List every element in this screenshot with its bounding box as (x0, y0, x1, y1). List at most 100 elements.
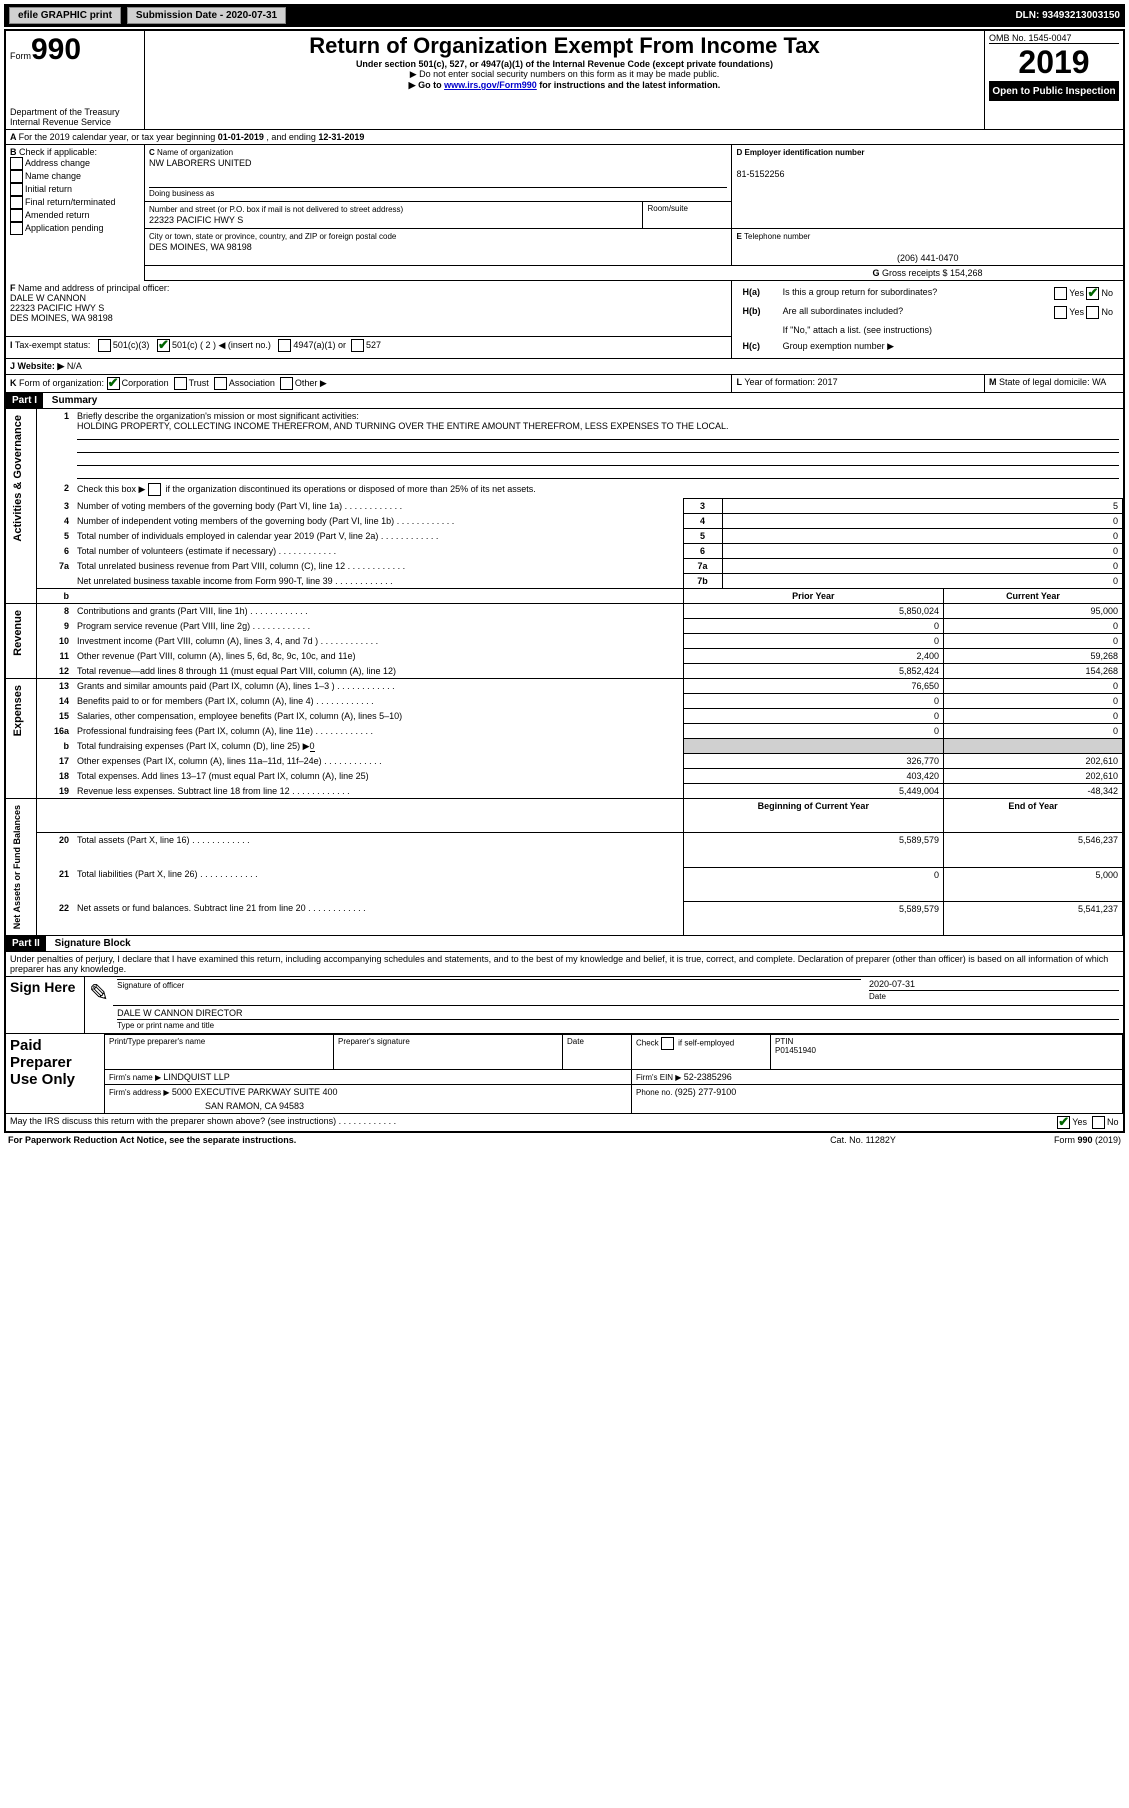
officer-name: DALE W CANNON (10, 293, 86, 303)
name-change-checkbox[interactable] (10, 170, 23, 183)
phone-label: Telephone number (744, 232, 810, 241)
amended-return-checkbox[interactable] (10, 209, 23, 222)
q8-label: Contributions and grants (Part VIII, lin… (77, 606, 308, 616)
prep-date-label: Date (563, 1035, 632, 1070)
q12-label: Total revenue—add lines 8 through 11 (mu… (77, 666, 396, 676)
form-title: Return of Organization Exempt From Incom… (149, 33, 980, 59)
q16b-label: Total fundraising expenses (Part IX, col… (77, 741, 310, 751)
q16a-current: 0 (944, 724, 1123, 739)
other-checkbox[interactable] (280, 377, 293, 390)
officer-street: 22323 PACIFIC HWY S (10, 303, 104, 313)
instructions-link[interactable]: www.irs.gov/Form990 (444, 80, 537, 90)
hb-note: If "No," attach a list. (see instruction… (779, 323, 1117, 337)
ptin-label: PTIN (775, 1037, 793, 1046)
q12-prior: 5,852,424 (683, 664, 943, 679)
city-value: DES MOINES, WA 98198 (149, 242, 252, 252)
q6-value: 0 (722, 544, 1122, 559)
assoc-checkbox[interactable] (214, 377, 227, 390)
q6-label: Total number of volunteers (estimate if … (77, 546, 336, 556)
501c3-checkbox[interactable] (98, 339, 111, 352)
discuss-label: May the IRS discuss this return with the… (10, 1116, 396, 1126)
application-pending-checkbox[interactable] (10, 222, 23, 235)
q20-prior: 5,589,579 (683, 833, 943, 867)
q13-current: 0 (944, 679, 1123, 694)
state-domicile-label: State of legal domicile: (999, 377, 1092, 387)
discuss-no-checkbox[interactable] (1092, 1116, 1105, 1129)
room-label: Room/suite (643, 202, 732, 229)
q2-label: Check this box ▶ (77, 484, 145, 494)
q13-prior: 76,650 (683, 679, 943, 694)
trust-checkbox[interactable] (174, 377, 187, 390)
q8-current: 95,000 (944, 604, 1123, 619)
q7b-value: 0 (722, 574, 1122, 589)
q2-checkbox[interactable] (148, 483, 161, 496)
cat-number: Cat. No. 11282Y (759, 1133, 967, 1147)
tax-year: 2019 (989, 44, 1119, 82)
self-employed-checkbox[interactable] (661, 1037, 674, 1050)
ha-no-checkbox[interactable] (1086, 287, 1099, 300)
form-label: Form (10, 51, 31, 61)
ein-value: 81-5152256 (736, 169, 784, 179)
q3-value: 5 (722, 499, 1122, 514)
q15-prior: 0 (683, 709, 943, 724)
part2-title: Signature Block (49, 936, 137, 951)
q22-label: Net assets or fund balances. Subtract li… (77, 903, 366, 913)
sign-here-label: Sign Here (6, 977, 85, 1034)
q4-label: Number of independent voting members of … (77, 516, 454, 526)
hb-label: Are all subordinates included? (779, 304, 1018, 321)
irs-label: Internal Revenue Service (10, 117, 140, 127)
hb-yes-checkbox[interactable] (1054, 306, 1067, 319)
q15-current: 0 (944, 709, 1123, 724)
state-domicile-value: WA (1092, 377, 1106, 387)
officer-city: DES MOINES, WA 98198 (10, 313, 113, 323)
gross-receipts: G Gross receipts $ 154,268 (732, 266, 1123, 281)
q19-current: -48,342 (944, 784, 1123, 799)
q20-current: 5,546,237 (944, 833, 1123, 867)
year-formation-label: Year of formation: (744, 377, 817, 387)
q10-prior: 0 (683, 634, 943, 649)
q9-prior: 0 (683, 619, 943, 634)
top-bar: efile GRAPHIC print Submission Date - 20… (4, 4, 1125, 27)
submission-date-button[interactable]: Submission Date - 2020-07-31 (127, 7, 286, 24)
ha-yes-checkbox[interactable] (1054, 287, 1067, 300)
ha-label: Is this a group return for subordinates? (779, 285, 1018, 302)
527-checkbox[interactable] (351, 339, 364, 352)
q17-label: Other expenses (Part IX, column (A), lin… (77, 756, 382, 766)
ptin-value: P01451940 (775, 1046, 816, 1055)
q21-label: Total liabilities (Part X, line 26) (77, 869, 258, 879)
q4-value: 0 (722, 514, 1122, 529)
q16b-grey (683, 739, 943, 754)
firm-phone-value: (925) 277-9100 (675, 1087, 737, 1097)
q22-prior: 5,589,579 (683, 901, 943, 935)
firm-addr1: 5000 EXECUTIVE PARKWAY SUITE 400 (172, 1087, 338, 1097)
paperwork-notice: For Paperwork Reduction Act Notice, see … (4, 1133, 759, 1147)
q3-label: Number of voting members of the governin… (77, 501, 402, 511)
final-return-checkbox[interactable] (10, 196, 23, 209)
firm-ein-label: Firm's EIN ▶ (636, 1073, 684, 1082)
activities-governance-label: Activities & Governance (10, 411, 26, 546)
year-formation-value: 2017 (818, 377, 838, 387)
instructions-link-line: ▶ Go to www.irs.gov/Form990 for instruct… (149, 80, 980, 91)
q18-prior: 403,420 (683, 769, 943, 784)
phone-value: (206) 441-0470 (736, 253, 1119, 263)
omb-number: OMB No. 1545-0047 (989, 33, 1119, 44)
q7a-value: 0 (722, 559, 1122, 574)
q10-current: 0 (944, 634, 1123, 649)
current-year-header: Current Year (944, 589, 1123, 604)
hb-no-checkbox[interactable] (1086, 306, 1099, 319)
firm-name-label: Firm's name ▶ (109, 1073, 163, 1082)
q16a-label: Professional fundraising fees (Part IX, … (77, 726, 373, 736)
discuss-yes-checkbox[interactable] (1057, 1116, 1070, 1129)
initial-return-checkbox[interactable] (10, 183, 23, 196)
corp-checkbox[interactable] (107, 377, 120, 390)
form-org-label: Form of organization: (19, 378, 104, 388)
dba-label: Doing business as (149, 189, 214, 198)
q18-current: 202,610 (944, 769, 1123, 784)
check-applicable-label: Check if applicable: (19, 147, 97, 157)
address-change-checkbox[interactable] (10, 157, 23, 170)
q14-current: 0 (944, 694, 1123, 709)
part1-header-row: Part I Summary (6, 393, 1123, 409)
501c-checkbox[interactable] (157, 339, 170, 352)
4947-checkbox[interactable] (278, 339, 291, 352)
efile-button[interactable]: efile GRAPHIC print (9, 7, 121, 24)
